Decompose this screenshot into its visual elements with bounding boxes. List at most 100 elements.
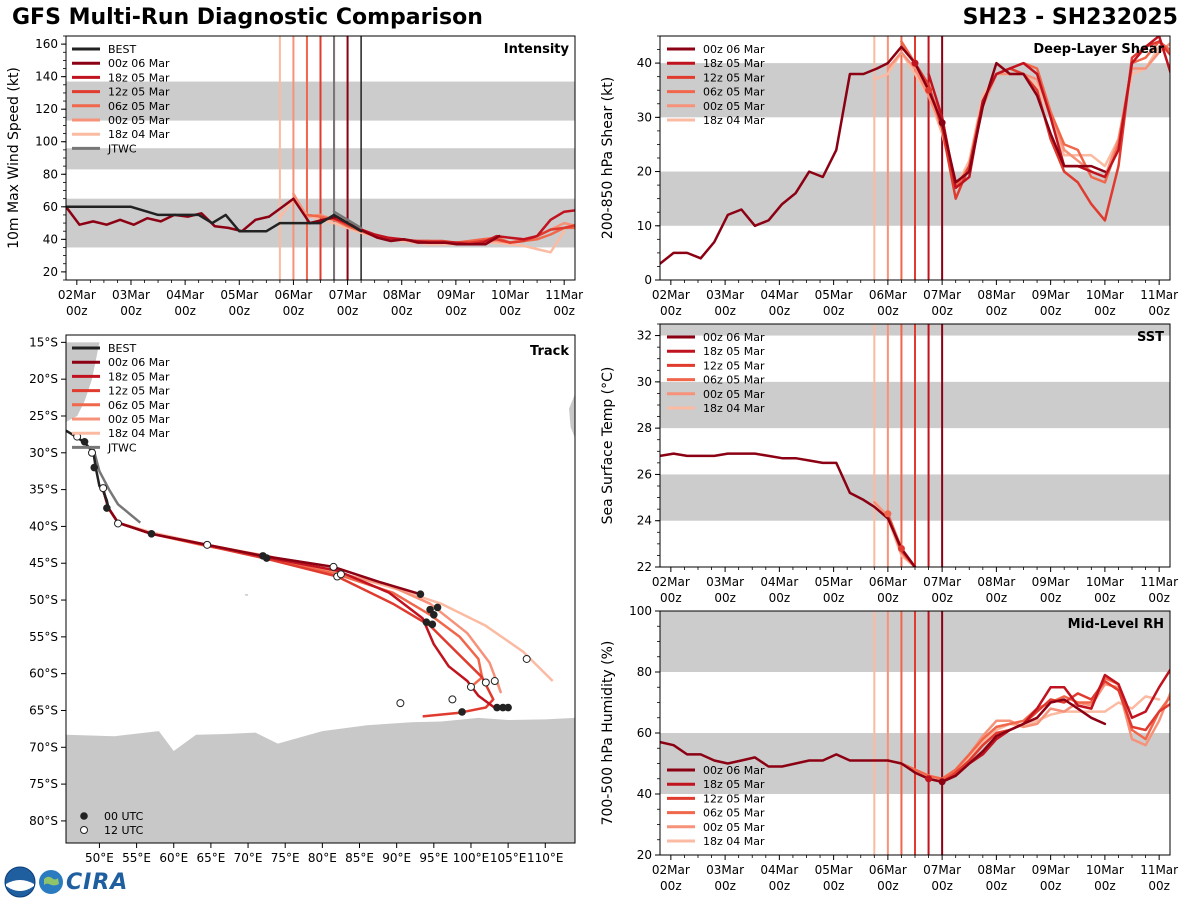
cira-logo: CIRA	[4, 866, 128, 898]
sst-legend-label-00z-06-mar: 00z 06 Mar	[703, 331, 765, 344]
track-point-12utc	[448, 695, 457, 704]
track-ytick-label: 60°S	[29, 667, 58, 681]
track-legend-label-00z-05-mar: 00z 05 Mar	[108, 413, 170, 426]
track-legend-label-18z-05-mar: 18z 05 Mar	[108, 370, 170, 383]
rh-xtick-label: 03Mar	[706, 863, 744, 877]
track-series-12z-05-mar	[101, 489, 495, 718]
track-xtick-label: 105°E	[490, 851, 527, 865]
track-ytick-label: 30°S	[29, 446, 58, 460]
sst-legend-label-00z-05-mar: 00z 05 Mar	[703, 388, 765, 401]
intensity-panel-title: Intensity	[504, 42, 570, 57]
track-xtick-label: 60°E	[159, 851, 188, 865]
sst-xtick-sublabel: 00z	[931, 591, 953, 605]
kerguelen-islands	[245, 594, 249, 596]
sst-xtick-sublabel: 00z	[660, 591, 682, 605]
rh-xtick-sublabel: 00z	[1148, 879, 1170, 893]
sst-xtick-label: 04Mar	[760, 575, 798, 589]
track-ytick-label: 15°S	[29, 335, 58, 349]
sst-panel-title: SST	[1137, 330, 1164, 345]
track-point-00utc	[262, 554, 271, 562]
intensity-legend-label-18z-04-mar: 18z 04 Mar	[108, 128, 170, 141]
rh-plot-area	[660, 611, 1170, 855]
rh-xtick-sublabel: 00z	[660, 879, 682, 893]
track-point-12utc	[481, 678, 490, 687]
track-point-12utc	[88, 448, 97, 457]
shear-xtick-sublabel: 00z	[986, 304, 1008, 318]
sst-xtick-label: 07Mar	[923, 575, 961, 589]
track-point-00utc	[103, 504, 111, 512]
noaa-seal-icon	[4, 866, 36, 898]
intensity-legend-label-18z-05-mar: 18z 05 Mar	[108, 71, 170, 84]
sst-ytick-label: 24	[637, 514, 652, 528]
track-legend-label-best: BEST	[108, 342, 136, 355]
intensity-xtick-label: 07Mar	[329, 288, 367, 302]
sst-xtick-label: 02Mar	[652, 575, 690, 589]
rh-series-00z-06-mar	[660, 698, 1107, 784]
shear-xtick-label: 07Mar	[923, 288, 961, 302]
sst-xtick-label: 09Mar	[1032, 575, 1070, 589]
shear-panel-title: Deep-Layer Shear	[1033, 42, 1164, 57]
shear-xtick-label: 04Mar	[760, 288, 798, 302]
shear-xtick-sublabel: 00z	[1148, 304, 1170, 318]
intensity-legend-label-jtwc: JTWC	[107, 142, 137, 155]
rh-xtick-label: 10Mar	[1086, 863, 1124, 877]
shear-xtick-sublabel: 00z	[1094, 304, 1116, 318]
sst-xtick-sublabel: 00z	[714, 591, 736, 605]
rh-xtick-sublabel: 00z	[1094, 879, 1116, 893]
track-ytick-label: 70°S	[29, 740, 58, 754]
track-point-12utc	[396, 699, 405, 708]
rh-legend-label-06z-05-mar: 06z 05 Mar	[703, 807, 765, 820]
track-point-12utc	[114, 519, 123, 528]
track-point-00utc	[499, 703, 507, 712]
track-xtick-label: 100°E	[453, 851, 490, 865]
sst-ylabel: Sea Surface Temp (°C)	[600, 367, 616, 525]
sst-ytick-label: 28	[637, 421, 652, 435]
shear-xtick-label: 11Mar	[1140, 288, 1178, 302]
sst-xtick-sublabel: 00z	[877, 591, 899, 605]
intensity-xtick-label: 03Mar	[112, 288, 150, 302]
track-marker-legend-00utc-label: 00 UTC	[104, 810, 144, 823]
track-ytick-label: 40°S	[29, 519, 58, 533]
track-point-00utc	[147, 529, 156, 538]
sst-xtick-sublabel: 00z	[1094, 591, 1116, 605]
rh-legend-label-18z-04-mar: 18z 04 Mar	[703, 835, 765, 848]
rh-marker-00z-06-mar	[938, 778, 946, 786]
shear-ytick-label: 0	[644, 273, 652, 287]
shear-ytick-label: 40	[637, 56, 652, 70]
shear-xtick-sublabel: 00z	[931, 304, 953, 318]
track-xtick-label: 50°E	[85, 851, 114, 865]
rh-xtick-label: 02Mar	[652, 863, 690, 877]
intensity-ytick-label: 120	[35, 102, 58, 116]
shear-legend-label-06z-05-mar: 06z 05 Mar	[703, 86, 765, 99]
intensity-xtick-label: 05Mar	[220, 288, 258, 302]
shear-xtick-sublabel: 00z	[769, 304, 791, 318]
sst-marker-06z-05-mar	[884, 510, 892, 518]
sst-xtick-sublabel: 00z	[769, 591, 791, 605]
rh-xtick-sublabel: 00z	[823, 879, 845, 893]
intensity-legend-label-00z-05-mar: 00z 05 Mar	[108, 114, 170, 127]
track-series-jtwc	[92, 448, 142, 524]
intensity-xtick-sublabel: 00z	[120, 304, 142, 318]
sst-xtick-sublabel: 00z	[1148, 591, 1170, 605]
rh-legend-label-00z-05-mar: 00z 05 Mar	[703, 821, 765, 834]
main-title: GFS Multi-Run Diagnostic Comparison	[12, 5, 483, 30]
intensity-xtick-sublabel: 00z	[445, 304, 467, 318]
track-plot-area	[66, 342, 575, 843]
track-point-12utc	[329, 562, 338, 571]
intensity-ytick-label: 80	[43, 167, 58, 181]
australia-landmass	[569, 393, 575, 439]
track-ytick-label: 80°S	[29, 814, 58, 828]
sst-xtick-sublabel: 00z	[1040, 591, 1062, 605]
track-point-12utc	[336, 570, 345, 579]
sst-ytick-label: 30	[637, 375, 652, 389]
intensity-ytick-label: 140	[35, 70, 58, 84]
intensity-legend-label-12z-05-mar: 12z 05 Mar	[108, 86, 170, 99]
sst-xtick-label: 05Mar	[815, 575, 853, 589]
rh-xtick-label: 07Mar	[923, 863, 961, 877]
intensity-xtick-label: 09Mar	[437, 288, 475, 302]
shear-legend-label-18z-04-mar: 18z 04 Mar	[703, 114, 765, 127]
track-marker-legend-12utc-label: 12 UTC	[104, 824, 144, 837]
rh-ytick-label: 80	[637, 665, 652, 679]
track-point-12utc	[522, 654, 531, 663]
intensity-xtick-label: 06Mar	[274, 288, 312, 302]
